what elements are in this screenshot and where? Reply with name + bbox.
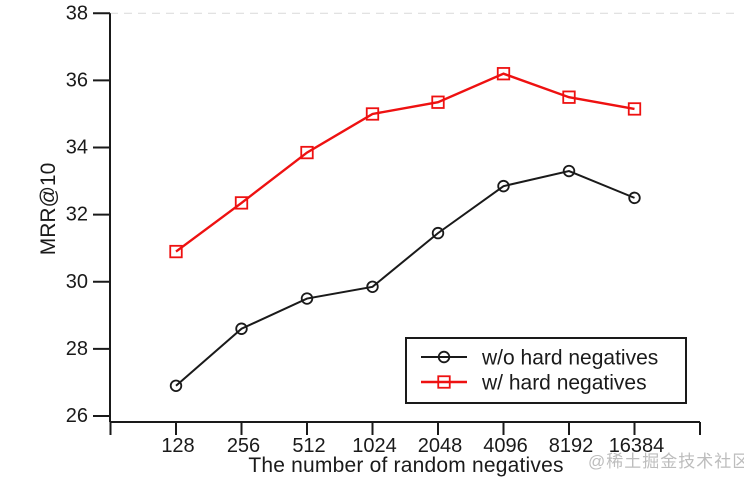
y-axis-title: MRR@10 [37,162,60,256]
y-tick-label: 32 [66,204,88,226]
x-axis-title: The number of random negatives [248,454,564,477]
legend-marker [437,375,451,389]
data-point-marker [628,191,641,205]
legend-label: w/ hard negatives [481,372,647,395]
y-tick-label: 36 [66,69,88,91]
data-point-marker [234,196,249,210]
data-point-marker [496,67,511,81]
y-tick-label: 28 [66,338,88,360]
data-point-marker [366,280,379,294]
legend-marker [437,350,451,364]
legend-box [405,337,687,404]
data-point-marker [562,90,576,104]
x-tick-label: 128 [161,435,194,457]
y-tick-label: 30 [66,271,88,293]
x-tick-label: 2048 [418,435,463,457]
data-point-marker [497,179,510,193]
legend-label: w/o hard negatives [481,347,658,370]
x-tick-label: 256 [227,435,260,457]
data-point-marker [562,164,576,178]
data-point-marker [431,95,445,109]
data-point-marker [300,292,314,305]
x-tick-label: 512 [292,435,325,457]
y-tick-label: 26 [66,405,88,427]
series-line-0 [175,169,635,387]
data-point-marker [300,145,314,160]
x-tick-label: 1024 [352,435,397,457]
x-tick-label: 8192 [549,435,594,457]
y-tick-label: 34 [66,137,88,159]
y-tick-label: 38 [66,2,88,24]
data-point-marker [169,244,183,259]
series-line-1 [175,72,635,253]
data-point-marker [365,107,380,121]
data-point-marker [431,226,445,240]
data-point-marker [169,379,183,392]
x-tick-label: 16384 [609,435,665,457]
data-point-marker [627,102,642,116]
watermark-text: @稀土掘金技术社区 [588,452,744,471]
data-point-marker [235,322,248,335]
x-tick-label: 4096 [483,435,528,457]
